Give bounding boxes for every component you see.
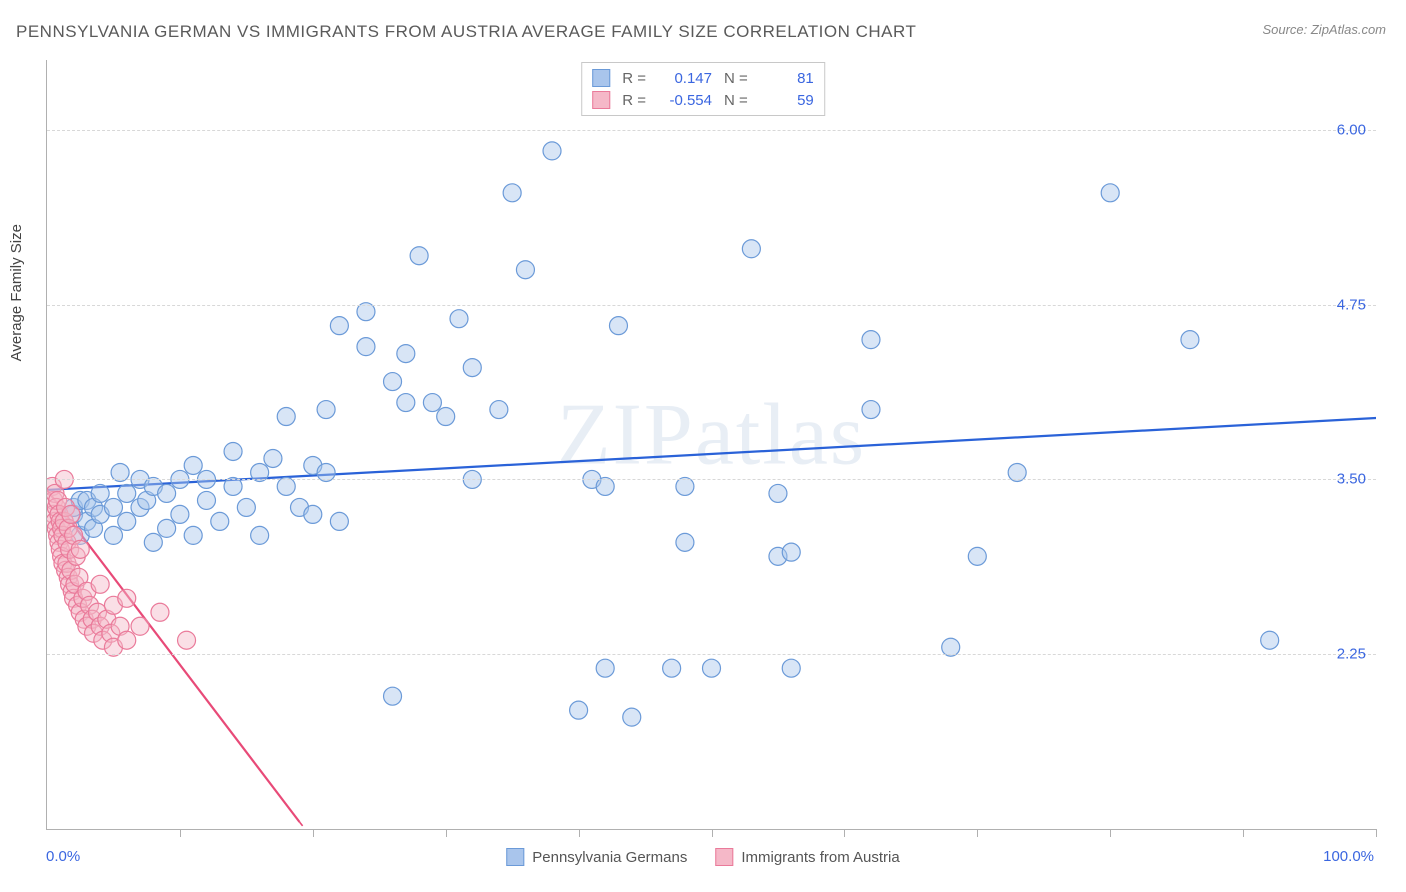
swatch-series2 bbox=[592, 91, 610, 109]
n-value-series2: 59 bbox=[756, 92, 814, 109]
swatch-series1-bottom bbox=[506, 848, 524, 866]
series-legend: Pennsylvania Germans Immigrants from Aus… bbox=[506, 848, 899, 866]
y-tick-label: 4.75 bbox=[1337, 296, 1366, 313]
chart-svg bbox=[47, 60, 1376, 829]
n-label: N = bbox=[724, 70, 748, 87]
legend-row-series2: R = -0.554 N = 59 bbox=[592, 89, 814, 111]
swatch-series2-bottom bbox=[715, 848, 733, 866]
watermark-text: ZIPatlas bbox=[557, 384, 866, 485]
legend-item-series2: Immigrants from Austria bbox=[715, 848, 899, 866]
y-axis-label: Average Family Size bbox=[8, 224, 25, 361]
source-attribution: Source: ZipAtlas.com bbox=[1262, 22, 1386, 37]
legend-item-series1: Pennsylvania Germans bbox=[506, 848, 687, 866]
r-label: R = bbox=[622, 70, 646, 87]
correlation-legend: R = 0.147 N = 81 R = -0.554 N = 59 bbox=[581, 62, 825, 116]
r-value-series2: -0.554 bbox=[654, 92, 712, 109]
y-tick-label: 2.25 bbox=[1337, 646, 1366, 663]
plot-area: ZIPatlas 2.25 3.50 4.75 6.00 bbox=[46, 60, 1376, 830]
n-label: N = bbox=[724, 92, 748, 109]
legend-label-series1: Pennsylvania Germans bbox=[532, 849, 687, 866]
r-value-series1: 0.147 bbox=[654, 70, 712, 87]
legend-label-series2: Immigrants from Austria bbox=[741, 849, 899, 866]
x-axis-max-label: 100.0% bbox=[1323, 848, 1374, 865]
r-label: R = bbox=[622, 92, 646, 109]
x-axis-min-label: 0.0% bbox=[46, 848, 80, 865]
n-value-series1: 81 bbox=[756, 70, 814, 87]
y-tick-label: 6.00 bbox=[1337, 121, 1366, 138]
swatch-series1 bbox=[592, 69, 610, 87]
legend-row-series1: R = 0.147 N = 81 bbox=[592, 67, 814, 89]
y-tick-label: 3.50 bbox=[1337, 471, 1366, 488]
chart-title: PENNSYLVANIA GERMAN VS IMMIGRANTS FROM A… bbox=[16, 22, 916, 42]
